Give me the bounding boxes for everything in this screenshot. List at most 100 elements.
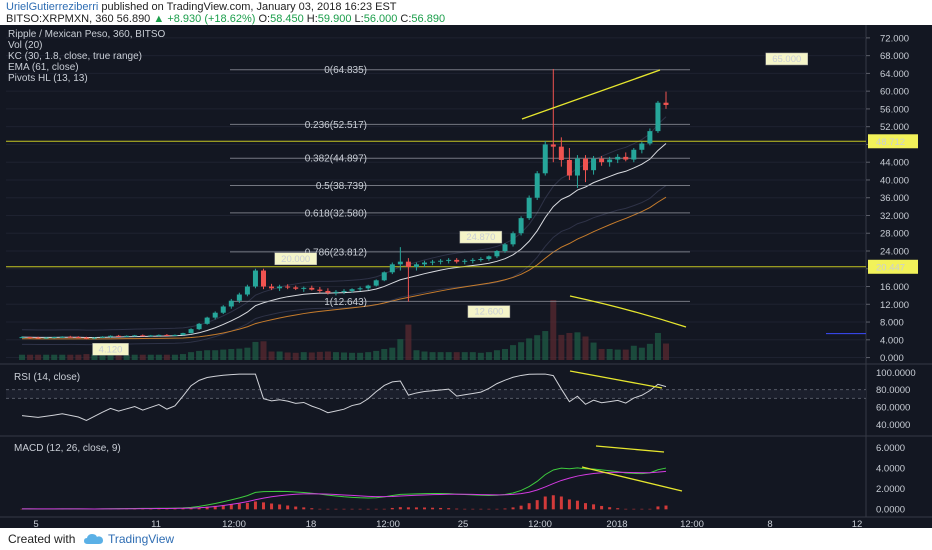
- candle-body: [124, 335, 130, 337]
- volume-bar: [83, 354, 90, 360]
- ohlc-close: 56.890: [411, 13, 446, 25]
- candle-body: [196, 323, 202, 330]
- candle-body: [655, 102, 661, 132]
- macd-histogram-bar: [431, 507, 435, 510]
- candle-body: [261, 270, 266, 287]
- macd-histogram-bar: [350, 508, 354, 510]
- candle-body: [526, 197, 532, 219]
- candle-body: [470, 259, 476, 261]
- candle-body: [446, 259, 452, 261]
- macd-axis-label: 6.0000: [876, 443, 905, 454]
- volume-bar: [574, 332, 581, 360]
- chart-svg[interactable]: 72.00068.00064.00060.00056.00052.00048.0…: [0, 25, 932, 528]
- rsi-axis-label: 80.0000: [876, 385, 910, 396]
- price-axis-label: 36.000: [880, 193, 909, 204]
- volume-bar: [421, 351, 428, 360]
- time-axis-label: 18: [306, 519, 317, 528]
- macd-axis-label: 2.0000: [876, 484, 905, 495]
- price-tag-label: 48.712: [876, 137, 905, 148]
- volume-bar: [171, 354, 178, 360]
- price-axis-label: 16.000: [880, 282, 909, 293]
- macd-histogram-bar: [374, 508, 378, 510]
- macd-histogram-bar: [270, 503, 274, 510]
- macd-histogram-bar: [584, 503, 587, 510]
- price-tag-background: [868, 259, 918, 274]
- macd-histogram-bar: [189, 508, 193, 510]
- volume-bar: [606, 348, 613, 360]
- time-axis-label: 12:00: [222, 519, 246, 528]
- rsi-divergence-line: [569, 370, 663, 389]
- macd-histogram-bar: [398, 507, 402, 510]
- time-axis-label: 12: [852, 519, 863, 528]
- volume-bar: [485, 352, 492, 360]
- candle-body: [349, 289, 355, 291]
- rsi-axis-label: 60.0000: [876, 403, 910, 414]
- candle-body: [486, 256, 492, 259]
- volume-bar: [147, 354, 154, 360]
- candle-body: [405, 261, 411, 267]
- pivot-label: 4.120: [99, 344, 123, 355]
- rsi-line: [21, 373, 667, 422]
- volume-bar: [534, 335, 541, 360]
- volume-bar: [107, 354, 114, 360]
- candle-body: [389, 264, 395, 273]
- volume-bar: [341, 352, 347, 360]
- volume-bar: [566, 332, 573, 360]
- macd-histogram-bar: [487, 508, 491, 510]
- price-axis-label: 40.000: [880, 175, 909, 186]
- volume-bar: [630, 345, 637, 360]
- candle-body: [607, 159, 613, 163]
- rsi-band: [6, 389, 866, 399]
- macd-histogram-bar: [543, 496, 547, 510]
- volume-bar: [542, 331, 549, 360]
- volume-bar: [590, 342, 597, 360]
- author-link[interactable]: UrielGutierreziberri: [6, 1, 99, 13]
- candle-body: [19, 337, 25, 339]
- price-axis-label: 4.000: [880, 335, 904, 346]
- candle-body: [430, 261, 436, 263]
- macd-histogram-bar: [318, 508, 322, 510]
- macd-title: MACD (12, 26, close, 9): [14, 443, 121, 454]
- rsi-axis-label: 40.0000: [876, 420, 910, 431]
- volume-bar: [155, 354, 162, 360]
- macd-histogram-bar: [439, 507, 443, 510]
- volume-bar: [324, 351, 331, 360]
- candle-body: [542, 144, 548, 174]
- volume-bar: [163, 354, 170, 360]
- ohlc-close-label: C:: [400, 13, 412, 25]
- candle-body: [83, 337, 89, 339]
- candle-body: [333, 291, 339, 293]
- candle-body: [647, 131, 653, 144]
- macd-signal-line: [21, 470, 667, 510]
- candle-body: [164, 334, 170, 336]
- chart-area[interactable]: 72.00068.00064.00060.00056.00052.00048.0…: [0, 25, 932, 528]
- ohlc-open-label: O:: [258, 13, 271, 25]
- candle-body: [631, 149, 637, 160]
- price-axis-label: 68.000: [880, 51, 909, 62]
- volume-bar: [429, 352, 436, 360]
- tradingview-brand-link[interactable]: TradingView: [108, 532, 175, 546]
- price-tag-label: 20.447: [876, 262, 905, 273]
- candle-body: [397, 261, 403, 265]
- macd-histogram-bar: [535, 500, 539, 510]
- volume-bar: [244, 347, 251, 360]
- volume-bar: [622, 349, 629, 360]
- kc-lower-line: [21, 185, 667, 346]
- fib-level-label: 0.382(44.897): [305, 154, 367, 165]
- macd-divergence-line-lower: [581, 466, 683, 492]
- candle-body: [204, 317, 210, 324]
- volume-bar: [510, 345, 517, 360]
- candle-body: [228, 300, 234, 307]
- time-axis-label: 12:00: [376, 519, 400, 528]
- candle-body: [534, 173, 540, 198]
- candle-body: [59, 336, 65, 338]
- volume-bar: [646, 343, 653, 360]
- macd-histogram-bar: [262, 502, 265, 510]
- candle-body: [27, 337, 33, 339]
- volume-bar: [598, 348, 605, 360]
- volume-bar: [654, 332, 661, 360]
- volume-bar: [558, 334, 565, 360]
- price-axis-label: 72.000: [880, 33, 909, 44]
- macd-histogram-bar: [471, 508, 475, 510]
- macd-histogram-bar: [366, 508, 370, 510]
